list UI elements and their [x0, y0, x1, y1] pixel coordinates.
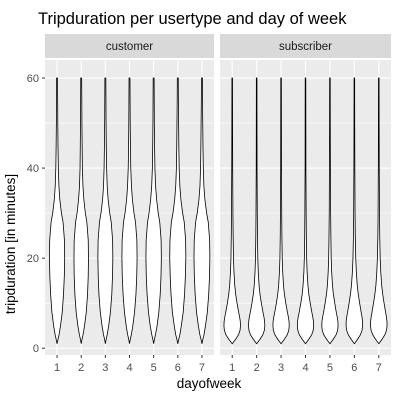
violin-customer-day-3 [97, 77, 114, 344]
chart-title: Tripduration per usertype and day of wee… [38, 10, 347, 28]
violin-customer-day-7 [193, 77, 211, 344]
x-tick-label: 3 [278, 362, 284, 374]
y-axis: 0 20 40 60 [27, 73, 45, 355]
violin-subscriber-day-6 [345, 77, 364, 345]
x-tick-label: 7 [199, 362, 205, 374]
x-tick-label: 1 [229, 362, 235, 374]
x-tick-label: 5 [327, 362, 333, 374]
x-tick-label: 2 [254, 362, 260, 374]
x-tick-label: 2 [78, 362, 84, 374]
violin-customer-day-4 [121, 77, 138, 344]
violin-subscriber-day-7 [370, 77, 388, 345]
violin-subscriber-day-3 [272, 77, 290, 345]
x-tick-label: 3 [102, 362, 108, 374]
x-tick-label: 4 [126, 362, 132, 374]
facet-customer: customer [45, 34, 214, 355]
y-tick-label: 0 [33, 343, 39, 355]
x-tick-label: 6 [175, 362, 181, 374]
violin-subscriber-day-1 [223, 77, 241, 345]
y-axis-label: tripduration [in minutes] [3, 174, 18, 314]
violin-customer-day-5 [145, 77, 162, 344]
x-tick-label: 1 [54, 362, 60, 374]
violin-customer-day-2 [73, 77, 89, 344]
y-tick-label: 40 [27, 163, 39, 175]
y-tick-label: 60 [27, 73, 39, 85]
facet-strip-label: customer [106, 41, 153, 53]
x-axis-label: dayofweek [177, 376, 242, 391]
violin-subscriber-day-2 [248, 77, 266, 345]
y-tick-label: 20 [27, 253, 39, 265]
facet-strip [45, 34, 214, 58]
facet-strip [220, 34, 391, 58]
x-tick-label: 5 [151, 362, 157, 374]
facet-subscriber: subscriber [220, 34, 391, 355]
violin-subscriber-day-4 [296, 77, 315, 345]
violin-subscriber-day-5 [321, 77, 339, 345]
facet-panels: customer subscriber [45, 34, 391, 355]
x-tick-label: 4 [302, 362, 308, 374]
x-tick-label: 7 [376, 362, 382, 374]
x-tick-label: 6 [351, 362, 357, 374]
facet-strip-label: subscriber [279, 41, 332, 53]
violin-customer-day-1 [49, 77, 66, 344]
violin-customer-day-6 [169, 77, 187, 344]
x-axis: 1 2 3 4 5 6 7 1 2 3 4 5 6 7 [54, 355, 382, 374]
